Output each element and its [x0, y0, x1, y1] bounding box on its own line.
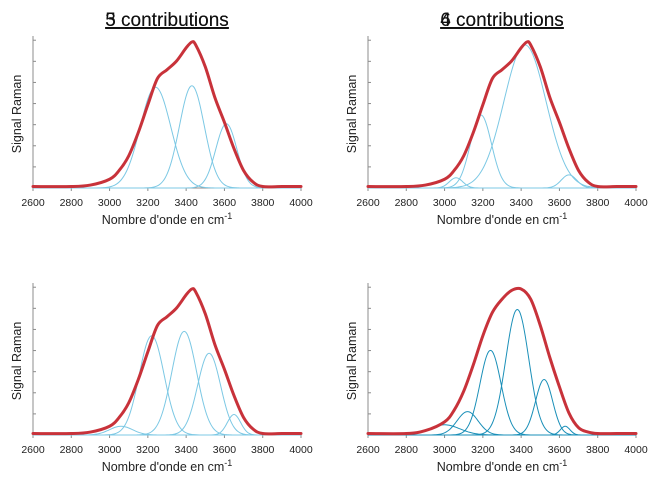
x-tick-label: 3000	[433, 197, 457, 209]
x-tick-label: 3200	[136, 444, 160, 456]
chart-panel-1: 3 contributions 2600 2800 3000 3200 3400 3600 3…	[10, 10, 313, 227]
x-tick-label: 3400	[174, 444, 198, 456]
x-tick-label: 2600	[356, 444, 380, 456]
chart-title: 6 contributions	[440, 10, 564, 31]
x-tick-label: 2800	[395, 444, 419, 456]
component-curve-3	[33, 330, 301, 436]
component-curve-3	[368, 44, 636, 189]
y-axis-label: Signal Raman	[345, 75, 359, 154]
component-curve-5	[33, 414, 301, 436]
x-tick-label: 4000	[289, 444, 313, 456]
x-tick-label: 4000	[624, 197, 648, 209]
x-tick-label: 3800	[586, 197, 610, 209]
component-curve-6	[368, 425, 636, 436]
component-curve-2	[33, 85, 301, 189]
component-curve-2	[33, 335, 301, 436]
x-tick-label: 2600	[21, 444, 45, 456]
component-curve-2	[368, 114, 636, 189]
x-tick-label: 3200	[471, 444, 495, 456]
x-tick-label: 3800	[251, 444, 275, 456]
x-tick-label: 3400	[174, 197, 198, 209]
component-curve-3	[33, 123, 301, 189]
x-axis-label: Nombre d'onde en cm-1	[437, 458, 568, 474]
y-axis-label: Signal Raman	[10, 322, 24, 401]
x-tick-label: 2800	[60, 444, 84, 456]
x-tick-label: 3200	[136, 197, 160, 209]
x-tick-label: 3200	[471, 197, 495, 209]
envelope-curve	[31, 40, 303, 189]
x-tick-label: 3800	[251, 197, 275, 209]
chart-title: 3 contributions	[105, 10, 229, 31]
component-curve-2	[368, 411, 636, 436]
x-tick-label: 2800	[60, 197, 84, 209]
x-axis-label: Nombre d'onde en cm-1	[102, 211, 233, 227]
envelope-curve	[366, 286, 638, 436]
x-tick-label: 4000	[289, 197, 313, 209]
x-tick-label: 3000	[98, 197, 122, 209]
chart-panel-4: 6 contributions 2600 2800 3000 3200 3400 3600 3…	[345, 10, 648, 474]
y-axis-label: Signal Raman	[345, 322, 359, 401]
chart-panel-2: 4 contributions 2600 2800 3000 3200 3400 3600 3…	[345, 10, 648, 227]
chart-title: 5 contributions	[105, 10, 229, 31]
x-tick-label: 3600	[213, 444, 237, 456]
x-tick-label: 3600	[548, 197, 572, 209]
x-tick-label: 3600	[213, 197, 237, 209]
x-tick-label: 3400	[509, 197, 533, 209]
component-curve-4	[368, 308, 636, 436]
component-curve-1	[33, 86, 301, 189]
y-axis-label: Signal Raman	[10, 75, 24, 154]
x-tick-label: 3800	[586, 444, 610, 456]
x-axis-label: Nombre d'onde en cm-1	[102, 458, 233, 474]
chart-title: 4 contributions	[440, 10, 564, 31]
x-tick-label: 3400	[509, 444, 533, 456]
x-tick-label: 2600	[356, 197, 380, 209]
component-curve-3	[368, 349, 636, 436]
envelope-curve	[31, 287, 303, 436]
x-axis-label: Nombre d'onde en cm-1	[437, 211, 568, 227]
envelope-curve	[366, 40, 638, 189]
x-tick-label: 2800	[395, 197, 419, 209]
component-curve-4	[368, 174, 636, 189]
x-tick-label: 2600	[21, 197, 45, 209]
x-tick-label: 3000	[98, 444, 122, 456]
x-tick-label: 4000	[624, 444, 648, 456]
x-tick-label: 3000	[433, 444, 457, 456]
x-tick-label: 3600	[548, 444, 572, 456]
